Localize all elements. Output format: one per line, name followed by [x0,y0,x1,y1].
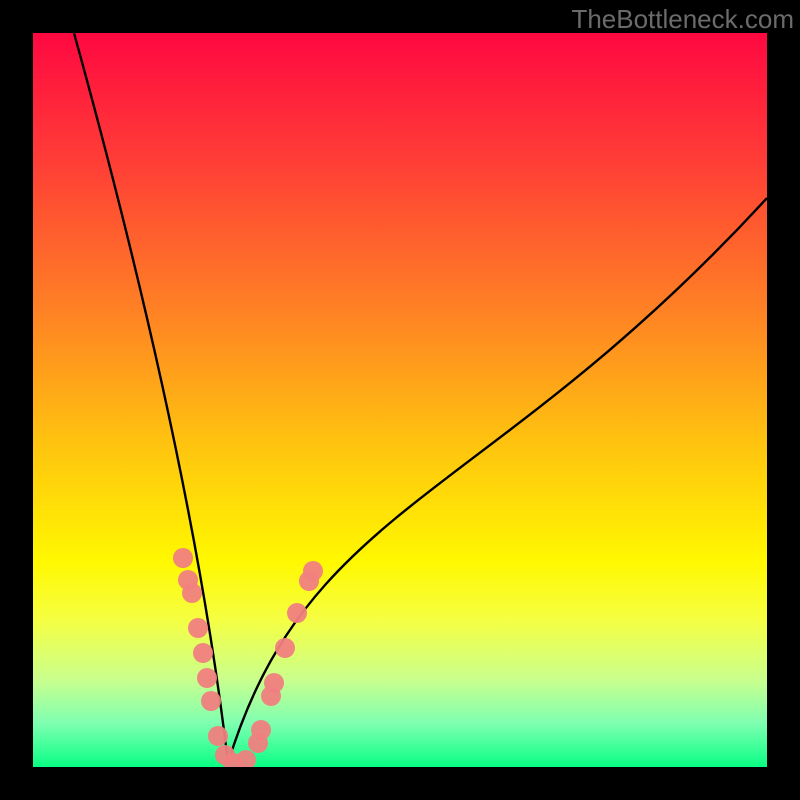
data-marker [287,603,307,623]
watermark-text: TheBottleneck.com [571,4,794,35]
data-marker [193,643,213,663]
data-marker [275,638,295,658]
data-marker [197,668,217,688]
plot-area [33,33,767,767]
data-marker [208,726,228,746]
data-marker [201,691,221,711]
chart-svg [33,33,767,767]
data-marker [264,673,284,693]
data-marker [182,583,202,603]
chart-frame: TheBottleneck.com [0,0,800,800]
gradient-background [33,33,767,767]
data-marker [303,561,323,581]
data-marker [251,720,271,740]
data-marker [188,618,208,638]
data-marker [173,548,193,568]
